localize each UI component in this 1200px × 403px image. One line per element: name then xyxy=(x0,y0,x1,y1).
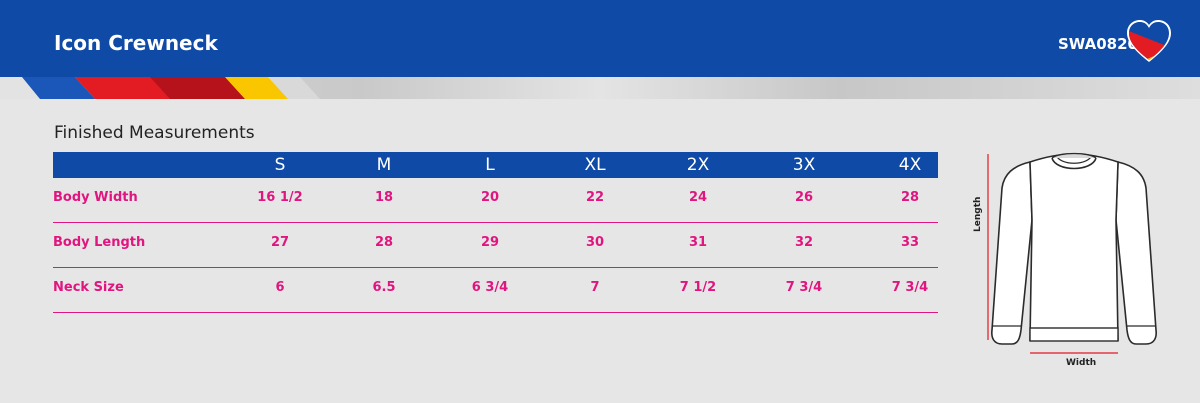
table-cell: 6 xyxy=(275,280,285,295)
table-cell: 7 3/4 xyxy=(785,280,823,295)
table-cell: 20 xyxy=(480,190,500,205)
width-label: Width xyxy=(1066,358,1097,368)
table-cell: 7 xyxy=(590,280,600,295)
table-row: Body Length 27 28 29 30 31 32 33 xyxy=(53,223,938,268)
table-cell: 16 1/2 xyxy=(257,190,303,205)
table-cell: 22 xyxy=(585,190,605,205)
row-label: Body Length xyxy=(53,235,146,250)
size-header: XL xyxy=(584,155,606,175)
size-header: L xyxy=(485,155,495,175)
table-cell: 32 xyxy=(794,235,814,250)
table-cell: 24 xyxy=(688,190,708,205)
table-cell: 7 3/4 xyxy=(891,280,929,295)
product-code: SWA0820 xyxy=(1057,35,1138,53)
size-header: S xyxy=(274,155,286,175)
table-cell: 6.5 xyxy=(372,280,396,295)
table-cell: 18 xyxy=(374,190,394,205)
table-cell: 6 3/4 xyxy=(471,280,509,295)
table-row: Neck Size 6 6.5 6 3/4 7 7 1/2 7 3/4 7 3/… xyxy=(53,268,938,313)
crewneck-sweatshirt-icon xyxy=(987,152,1157,354)
measurements-table: S M L XL 2X 3X 4X Body Width 16 1/2 18 2… xyxy=(53,152,938,313)
size-header: 4X xyxy=(898,155,922,175)
section-title: Finished Measurements xyxy=(54,123,255,143)
row-label: Neck Size xyxy=(53,280,124,295)
length-label: Length xyxy=(973,196,983,232)
table-cell: 26 xyxy=(794,190,814,205)
table-cell: 7 1/2 xyxy=(679,280,717,295)
table-cell: 28 xyxy=(374,235,394,250)
row-label: Body Width xyxy=(53,190,138,205)
header-bar: Icon Crewneck SWA0820 xyxy=(0,0,1200,77)
table-cell: 31 xyxy=(688,235,708,250)
table-row: Body Width 16 1/2 18 20 22 24 26 28 xyxy=(53,178,938,223)
brand-stripes-icon xyxy=(0,77,320,99)
table-cell: 30 xyxy=(585,235,605,250)
size-header: 2X xyxy=(686,155,710,175)
table-cell: 28 xyxy=(900,190,920,205)
heart-logo-icon xyxy=(1127,20,1171,62)
table-cell: 27 xyxy=(270,235,290,250)
table-cell: 29 xyxy=(480,235,500,250)
size-header: 3X xyxy=(792,155,816,175)
table-header: S M L XL 2X 3X 4X xyxy=(53,152,938,178)
table-cell: 33 xyxy=(900,235,920,250)
product-title: Icon Crewneck xyxy=(54,31,218,55)
size-header: M xyxy=(376,155,392,175)
